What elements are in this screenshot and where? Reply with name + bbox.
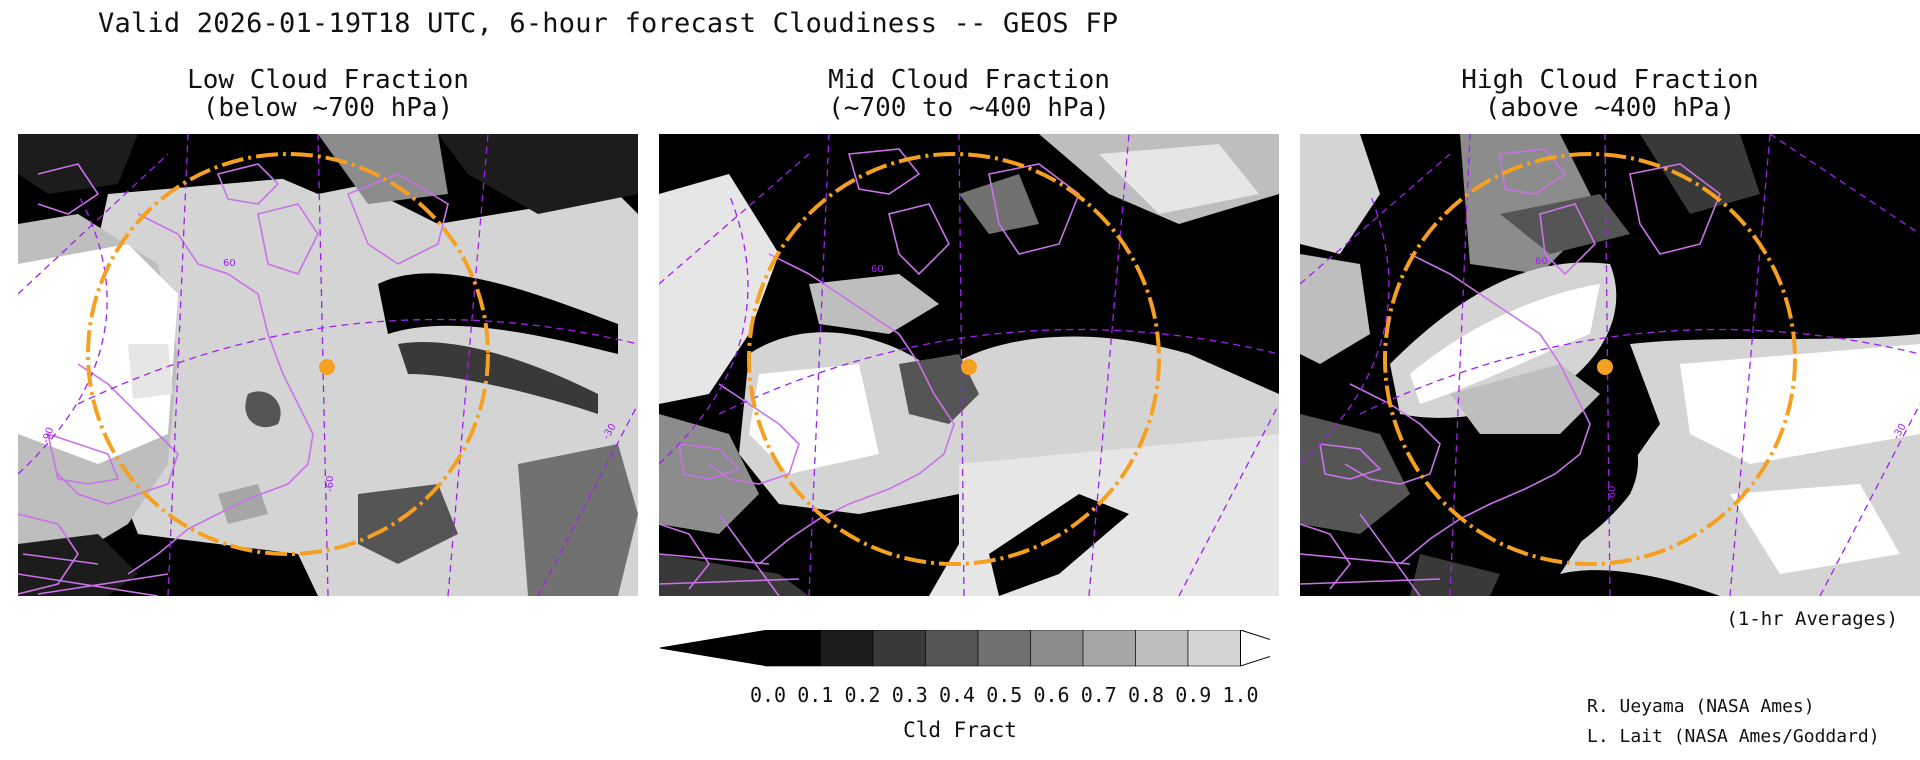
- colorbar-arrow-low: [660, 630, 769, 667]
- panel-title-high-line2: (above ~400 hPa): [1484, 93, 1736, 123]
- panel-title-high-line1: High Cloud Fraction: [1461, 65, 1759, 95]
- map-panel-mid: 60: [659, 134, 1279, 596]
- lat-label-mid: 60: [871, 264, 884, 275]
- panel-title-mid-line1: Mid Cloud Fraction: [828, 65, 1110, 95]
- lon-label-high-center: -60: [1607, 486, 1618, 502]
- colorbar-cell: [1135, 630, 1189, 667]
- lat-label-high: 60: [1535, 256, 1548, 267]
- colorbar-tick-label: 0.1: [797, 683, 833, 707]
- credit-line-1: R. Ueyama (NASA Ames): [1587, 696, 1815, 717]
- colorbar-cell: [767, 630, 821, 667]
- colorbar-ticks: 0.0 0.1 0.2 0.3 0.4 0.5 0.6 0.7 0.8 0.9 1.0: [750, 683, 1259, 707]
- colorbar-arrow-high: [1240, 630, 1270, 667]
- colorbar-tick-label: 0.5: [986, 683, 1022, 707]
- colorbar-tick-label: 0.8: [1128, 683, 1164, 707]
- colorbar-cell: [977, 630, 1031, 667]
- figure-title: Valid 2026-01-19T18 UTC, 6-hour forecast…: [98, 8, 1119, 39]
- range-ring-high: [1383, 152, 1797, 566]
- colorbar-cells: [660, 630, 1270, 667]
- coastlines-low: [18, 163, 449, 596]
- colorbar-cell: [1082, 630, 1136, 667]
- colorbar-tick-label: 0.7: [1081, 683, 1117, 707]
- graticule-mid: [659, 134, 1279, 596]
- cloud-field-mid: [659, 134, 1279, 596]
- map-panel-low: 60 -60 -90 -30: [18, 134, 638, 596]
- range-ring-low: [86, 152, 490, 556]
- graticule-high: [1300, 134, 1920, 596]
- colorbar-tick-label: 0.3: [892, 683, 928, 707]
- panel-title-high: High Cloud Fraction (above ~400 hPa): [1300, 66, 1920, 122]
- map-high: 60 -60 -30: [1300, 134, 1920, 596]
- colorbar-cell: [925, 630, 979, 667]
- averaging-note: (1-hr Averages): [1726, 608, 1898, 630]
- credit-line-2: L. Lait (NASA Ames/Goddard): [1587, 726, 1880, 747]
- lat-label-low: 60: [223, 258, 236, 269]
- cloud-field-low: [18, 134, 638, 596]
- colorbar-label: Cld Fract: [903, 718, 1017, 742]
- map-mid: 60: [659, 134, 1279, 596]
- coastlines-high: [1300, 148, 1721, 596]
- range-ring-mid: [747, 152, 1161, 566]
- panel-title-low-line2: (below ~700 hPa): [202, 93, 454, 123]
- colorbar-tick-label: 1.0: [1222, 683, 1258, 707]
- cloud-field-high: [1300, 134, 1920, 596]
- map-panel-high: 60 -60 -30: [1300, 134, 1920, 596]
- lon-label-low-center: -60: [325, 476, 336, 492]
- panel-title-low-line1: Low Cloud Fraction: [187, 65, 469, 95]
- colorbar-tick-label: 0.9: [1175, 683, 1211, 707]
- colorbar-cell: [872, 630, 926, 667]
- panel-title-low: Low Cloud Fraction (below ~700 hPa): [18, 66, 638, 122]
- colorbar: 0.0 0.1 0.2 0.3 0.4 0.5 0.6 0.7 0.8 0.9 1.0: [660, 630, 1270, 707]
- colorbar-cell: [1030, 630, 1084, 667]
- colorbar-cell: [820, 630, 874, 667]
- site-marker-low: [319, 359, 335, 375]
- colorbar-tick-label: 0.6: [1033, 683, 1069, 707]
- colorbar-tick-label: 0.0: [750, 683, 786, 707]
- site-marker-high: [1597, 359, 1613, 375]
- site-marker-mid: [961, 359, 977, 375]
- colorbar-cell: [1187, 630, 1241, 667]
- colorbar-tick-label: 0.2: [844, 683, 880, 707]
- panel-title-mid: Mid Cloud Fraction (~700 to ~400 hPa): [659, 66, 1279, 122]
- map-low: 60 -60 -90 -30: [18, 134, 638, 596]
- lon-label-low-left: -90: [40, 426, 56, 445]
- panel-title-mid-line2: (~700 to ~400 hPa): [828, 93, 1110, 123]
- colorbar-tick-label: 0.4: [939, 683, 975, 707]
